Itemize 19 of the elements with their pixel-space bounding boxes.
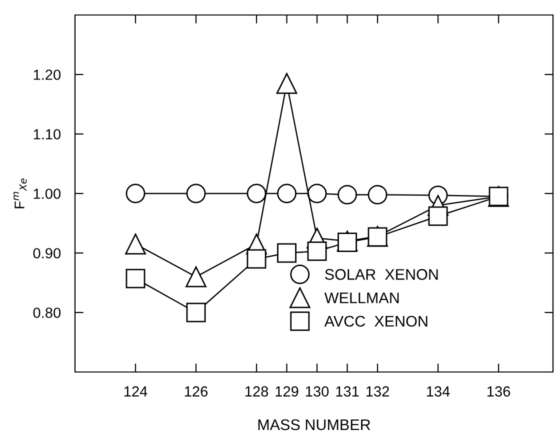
y-tick-label: 1.00 (34, 188, 61, 199)
x-tick-label: 136 (487, 386, 510, 397)
x-tick-label: 126 (184, 386, 208, 397)
x-tick-label: 124 (124, 386, 148, 396)
y-tick-label: 0.80 (33, 308, 61, 318)
x-axis-title: MASS NUMBER (258, 419, 370, 430)
x-tick-label: 130 (306, 386, 329, 397)
y-tick-label: 1.10 (34, 129, 61, 140)
x-tick-label: 128 (245, 386, 268, 397)
legend-label: SOLAR XENON (325, 269, 438, 280)
x-tick-label: 129 (276, 386, 298, 397)
x-tick-label: 131 (336, 386, 359, 397)
y-tick-label: 1.20 (34, 70, 61, 80)
y-tick-label: 0.90 (33, 248, 61, 258)
x-tick-label: 132 (366, 386, 389, 397)
x-tick-label: 134 (426, 386, 450, 397)
y-axis-title: F$^{m}$$_{Xe}$ (13, 178, 27, 208)
legend-label: WELLMAN (324, 292, 399, 304)
legend-label: AVCC XENON (324, 316, 428, 327)
